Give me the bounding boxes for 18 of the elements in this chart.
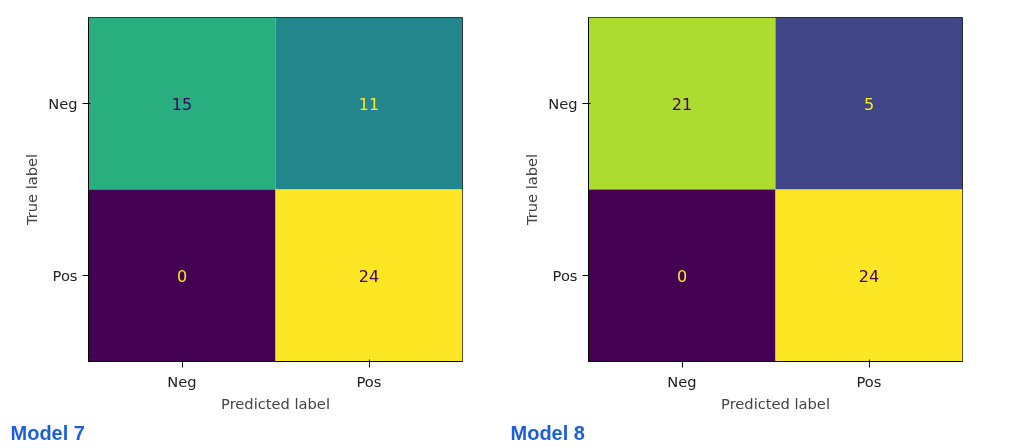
- data-label: 11: [358, 94, 380, 114]
- y-axis-title: True label: [23, 153, 41, 227]
- text: Model 7: [10, 421, 85, 444]
- x-axis-title: Predicted label: [721, 394, 830, 412]
- data-label: 24: [858, 266, 880, 286]
- data-label: 15: [171, 94, 193, 114]
- data-label: 5: [863, 94, 875, 114]
- y-axis-title: True label: [523, 153, 541, 227]
- x-tick-label: Neg: [667, 372, 697, 390]
- data-label: 21: [671, 94, 693, 114]
- x-tick-label: Neg: [167, 372, 197, 390]
- text: Model 8: [510, 421, 585, 444]
- x-tick-label: Pos: [356, 372, 382, 390]
- data-label: 0: [176, 266, 188, 286]
- data-label: 24: [358, 266, 380, 286]
- x-tick-label: Pos: [856, 372, 882, 390]
- x-axis-title: Predicted label: [221, 394, 330, 412]
- data-label: 0: [676, 266, 688, 286]
